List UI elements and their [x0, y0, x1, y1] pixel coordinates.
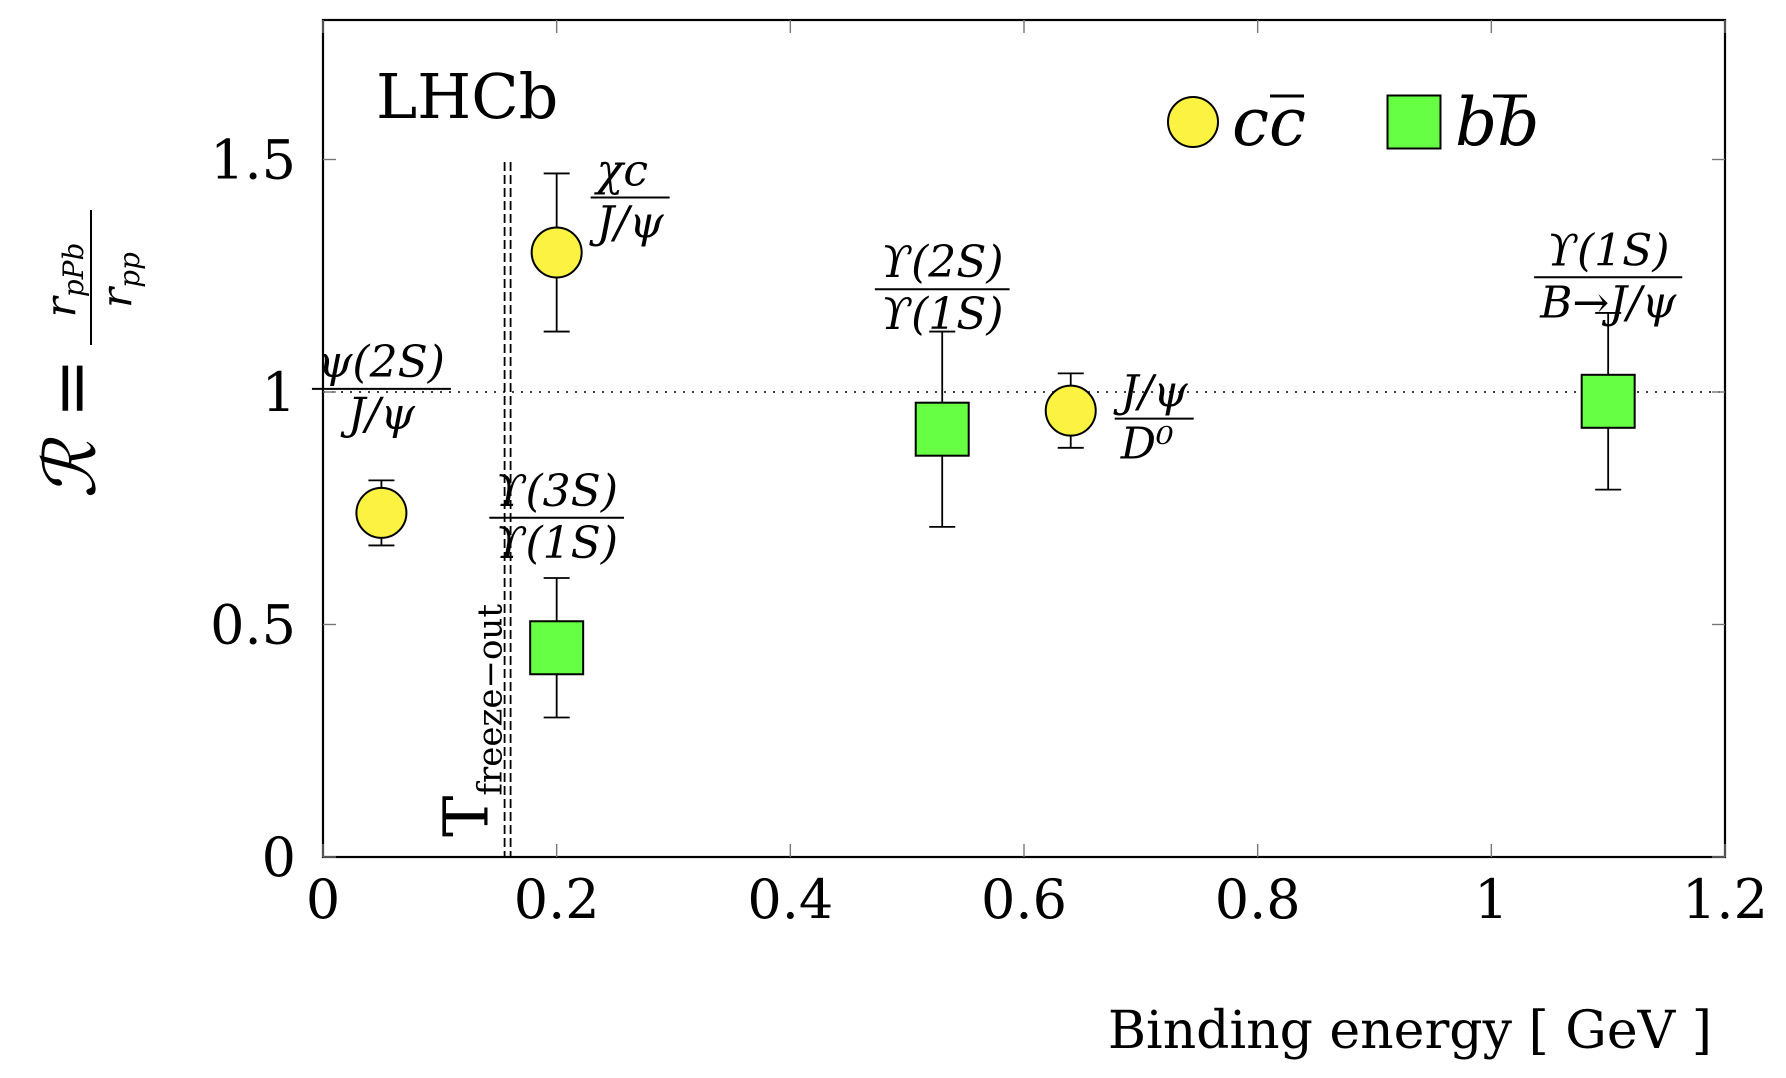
- y-label-denominator: rpp: [92, 252, 146, 308]
- legend-marker-circle: [1167, 96, 1219, 148]
- point-label: ϒ(3S)ϒ(1S): [489, 466, 625, 569]
- point-label: χcJ/ψ: [589, 146, 670, 249]
- y-tick-label: 1.5: [210, 129, 296, 192]
- x-axis-label: Binding energy [ GeV ]: [1108, 1001, 1712, 1061]
- point-label: ϒ(1S)B→J/ψ: [1534, 225, 1683, 328]
- point-label-numerator: ϒ(1S): [1547, 225, 1670, 276]
- lhcb-watermark: LHCb: [376, 60, 558, 133]
- point-label-denominator: ϒ(1S): [881, 289, 1004, 340]
- legend-label-main: c: [1232, 84, 1269, 161]
- legend-marker-square: [1386, 94, 1442, 150]
- x-tick-label: 0.6: [981, 868, 1067, 931]
- data-point-circle: [530, 226, 583, 279]
- x-tick-label: 1.2: [1682, 868, 1768, 931]
- y-label-denominator-sub: pp: [113, 252, 146, 288]
- legend: cc bb: [1167, 84, 1540, 161]
- freeze-out-label-sub: freeze−out: [471, 604, 511, 796]
- x-tick-label: 0.8: [1215, 868, 1301, 931]
- freeze-out-label-main: T: [430, 796, 503, 837]
- legend-item: bb: [1386, 84, 1540, 161]
- y-label-numerator-sub: pPb: [57, 243, 90, 298]
- point-label-numerator: J/ψ: [1113, 367, 1188, 418]
- data-point-square: [1580, 373, 1636, 429]
- point-labels-layer: ψ(2S)J/ψχcJ/ψJ/ψD⁰ϒ(3S)ϒ(1S)ϒ(2S)ϒ(1S)ϒ(…: [311, 146, 1683, 569]
- freeze-out-label: Tfreeze−out: [430, 604, 511, 837]
- data-point-circle: [355, 486, 408, 539]
- data-point-circle: [1044, 384, 1097, 437]
- x-tick-label: 0.2: [514, 868, 600, 931]
- point-label-numerator: ϒ(2S): [881, 237, 1004, 288]
- point-label-numerator: ψ(2S): [318, 337, 445, 388]
- legend-item: cc: [1167, 84, 1306, 161]
- y-tick-label: 0: [262, 826, 296, 889]
- freeze-out-layer: Tfreeze−out: [430, 162, 512, 857]
- point-label: ϒ(2S)ϒ(1S): [874, 237, 1010, 340]
- legend-label-main: b: [1455, 84, 1497, 161]
- y-tick-label: 1: [262, 361, 296, 424]
- point-label-numerator: ϒ(3S): [495, 466, 618, 517]
- point-label-denominator: D⁰: [1120, 419, 1174, 470]
- data-point-square: [529, 620, 585, 676]
- point-label-denominator: ϒ(1S): [495, 518, 618, 569]
- data-point-square: [914, 401, 970, 457]
- y-label-numerator-main: r: [36, 294, 85, 317]
- point-label-numerator: χc: [594, 146, 648, 197]
- point-label: ψ(2S)J/ψ: [311, 337, 451, 440]
- points-layer: [355, 172, 1636, 719]
- x-tick-label: 0: [306, 868, 340, 931]
- point-label: J/ψD⁰: [1113, 367, 1194, 470]
- ticks-layer: 0 0.2 0.4 0.6 0.8 1 1.2 0 0.5 1 1.5: [210, 20, 1768, 931]
- y-label-numerator: rpPb: [36, 243, 90, 318]
- point-label-denominator: J/ψ: [340, 389, 415, 440]
- y-label-symbol: ℛ =: [28, 358, 112, 499]
- y-label-denominator-main: r: [92, 285, 141, 308]
- x-tick-label: 0.4: [747, 868, 833, 931]
- y-tick-label: 0.5: [210, 594, 296, 657]
- x-tick-label: 1: [1474, 868, 1508, 931]
- point-label-denominator: B→J/ψ: [1539, 277, 1677, 328]
- point-label-denominator: J/ψ: [589, 198, 664, 249]
